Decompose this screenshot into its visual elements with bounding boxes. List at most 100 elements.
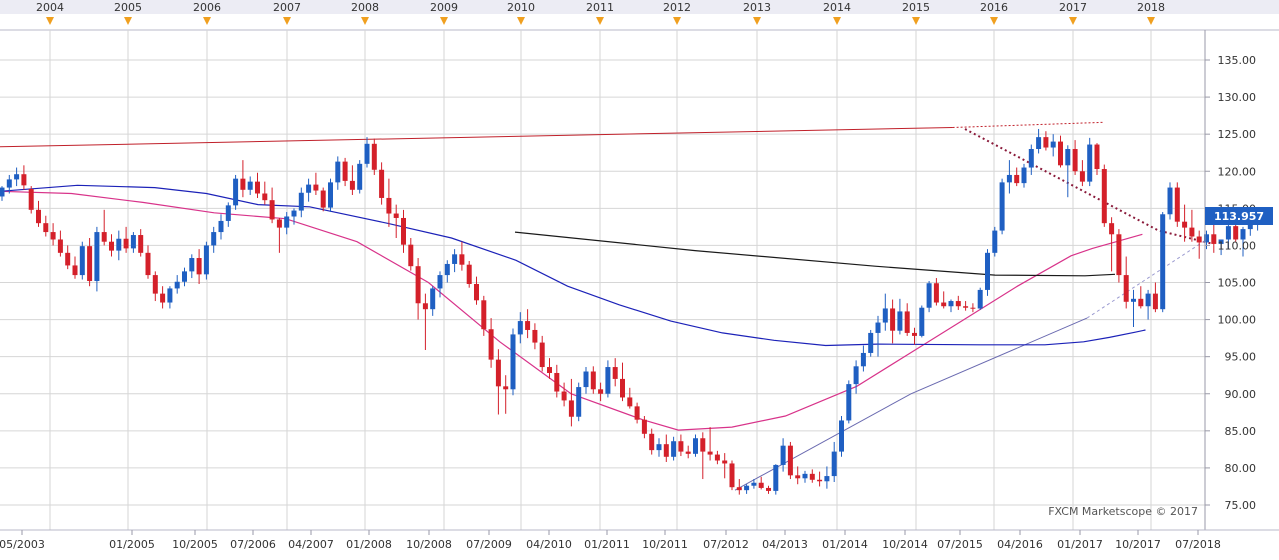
candle-body [386,197,392,214]
candle [846,380,852,424]
candle-body [919,307,925,336]
candle-body [371,143,377,170]
candle-body [138,235,144,253]
candle [882,293,888,331]
candle [408,238,414,271]
candle-body [955,301,961,307]
candles [0,128,1261,495]
candle-body [415,266,421,304]
candle [371,138,377,175]
candle-body [1065,149,1071,166]
candle [1204,230,1209,250]
year-marker-icon [753,17,761,25]
year-label: 2012 [663,1,691,14]
candle [276,217,282,253]
candle [1006,160,1012,194]
resistance-line [0,121,1105,148]
candle [393,204,399,238]
year-label: 2017 [1059,1,1087,14]
candle [36,200,41,227]
candle-body [109,241,114,251]
candle [349,165,355,195]
candle [649,428,655,455]
candle [598,382,604,402]
candle [240,160,246,198]
candle [123,226,129,253]
candle [992,226,998,257]
candle-body [860,352,866,367]
candle-body [627,397,633,407]
candle-body [1036,137,1042,149]
candle [364,137,370,168]
candle-body [846,384,852,421]
candle [474,276,479,305]
date-label: 01/2011 [584,538,630,551]
candle-body [1116,234,1122,276]
candle-body [196,258,202,275]
candle [1160,212,1166,313]
candle-body [466,264,472,284]
candle-body [671,441,677,457]
candle [342,157,348,187]
candle-body [101,232,107,242]
candle-body [240,178,246,190]
year-label: 2010 [507,1,535,14]
candle-body [474,283,479,301]
candle [525,309,531,339]
candle [985,249,990,296]
candle-body [510,334,516,390]
candle [795,466,801,485]
candle [561,382,567,407]
candle-body [123,238,129,249]
candle-body [335,161,341,183]
candle [50,223,56,246]
candle-body [634,406,640,420]
candle [335,156,341,190]
candle [225,202,231,227]
candle-body [225,205,231,221]
candle-body [422,303,428,310]
candle-body [780,445,786,465]
candle-body [853,366,859,385]
ma-black-line [514,231,1116,277]
candle [941,291,947,309]
candle-body [459,254,465,265]
candle-body [488,329,494,360]
date-label: 07/2012 [703,538,749,551]
year-marker-icon [517,17,525,25]
candle-body [1204,234,1209,243]
candle-body [1247,223,1253,230]
candle [1094,143,1100,175]
candle [357,160,363,194]
candle [839,416,844,457]
candle-body [160,293,166,303]
candle-body [802,473,808,479]
year-marker-icon [833,17,841,25]
candle-body [926,283,932,308]
candle-body [79,246,85,276]
x-axis-band [0,530,1279,556]
candle [1058,135,1063,168]
candle [970,303,976,313]
candle [1138,286,1144,309]
candle-body [787,445,793,476]
candle-body [882,308,888,323]
candle-body [1160,214,1166,310]
candle [722,453,728,479]
candle-body [590,371,596,390]
candle [160,286,166,309]
candle-body [379,169,385,198]
candle-body [152,275,158,294]
price-tick-label: 90.00 [1225,388,1257,401]
candle [174,275,180,294]
date-label: 05/2003 [0,538,45,551]
candle [1123,256,1129,309]
candle-body [707,451,713,455]
candle [809,469,815,483]
candle [1043,131,1049,151]
candle-body [357,163,363,190]
candle [145,245,151,279]
candle [1028,144,1034,175]
candle-body [736,487,742,491]
